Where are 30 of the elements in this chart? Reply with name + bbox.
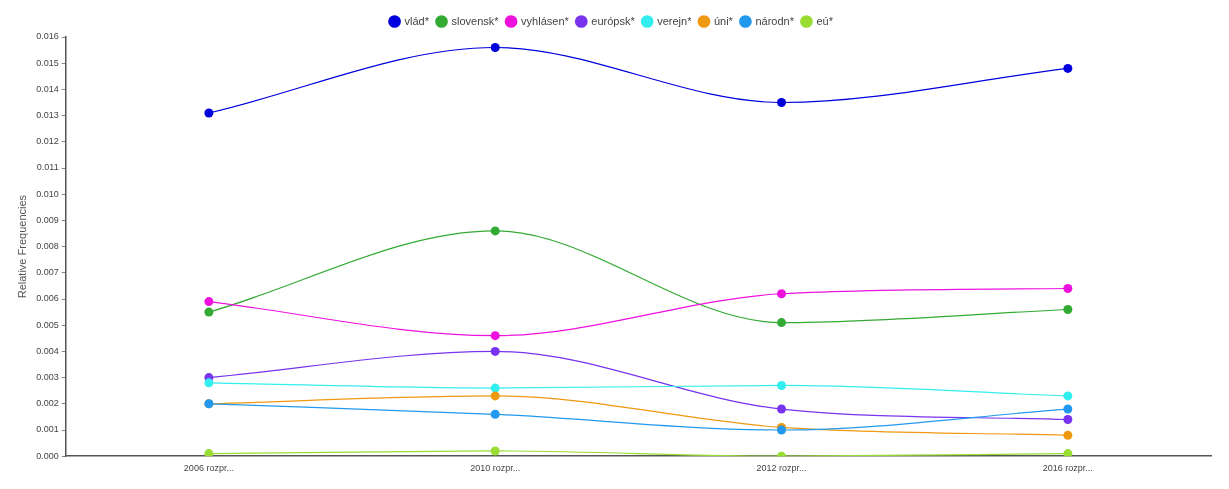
- y-tick-label: 0.008: [36, 241, 59, 252]
- y-tick-label: 0.010: [36, 188, 59, 199]
- y-tick-label: 0.009: [36, 214, 59, 225]
- x-tick-label: 2010 rozpr...: [470, 463, 521, 474]
- y-tick-label: 0.002: [36, 398, 59, 409]
- y-tick-label: 0.003: [36, 372, 59, 383]
- x-tick-label: 2006 rozpr...: [183, 463, 234, 474]
- y-tick-label: 0.007: [36, 267, 59, 278]
- y-tick-label: 0.004: [36, 345, 59, 356]
- legend-label: eú*: [816, 14, 834, 27]
- x-tick-label: 2012 rozpr...: [756, 463, 807, 474]
- y-tick-label: 0.000: [36, 450, 59, 461]
- legend-label: úni*: [713, 14, 734, 27]
- y-tick-label: 0.011: [36, 162, 59, 173]
- legend-label: vyhlásen*: [521, 14, 570, 27]
- y-tick-label: 0.001: [36, 424, 59, 435]
- x-tick-label: 2016 rozpr...: [1042, 463, 1093, 474]
- legend-label: slovensk*: [451, 14, 500, 27]
- y-axis-title: Relative Frequencies: [15, 194, 28, 299]
- y-tick-label: 0.005: [36, 319, 59, 330]
- y-tick-label: 0.014: [36, 83, 59, 94]
- legend-label: európsk*: [591, 14, 636, 27]
- legend-label: národn*: [755, 14, 795, 27]
- legend-label: verejn*: [657, 14, 693, 27]
- y-tick-label: 0.013: [36, 110, 59, 121]
- y-tick-label: 0.016: [36, 31, 59, 42]
- y-tick-label: 0.006: [36, 293, 59, 304]
- y-tick-label: 0.015: [36, 57, 59, 68]
- legend-label: vlád*: [404, 14, 430, 27]
- y-tick-label: 0.012: [36, 136, 59, 147]
